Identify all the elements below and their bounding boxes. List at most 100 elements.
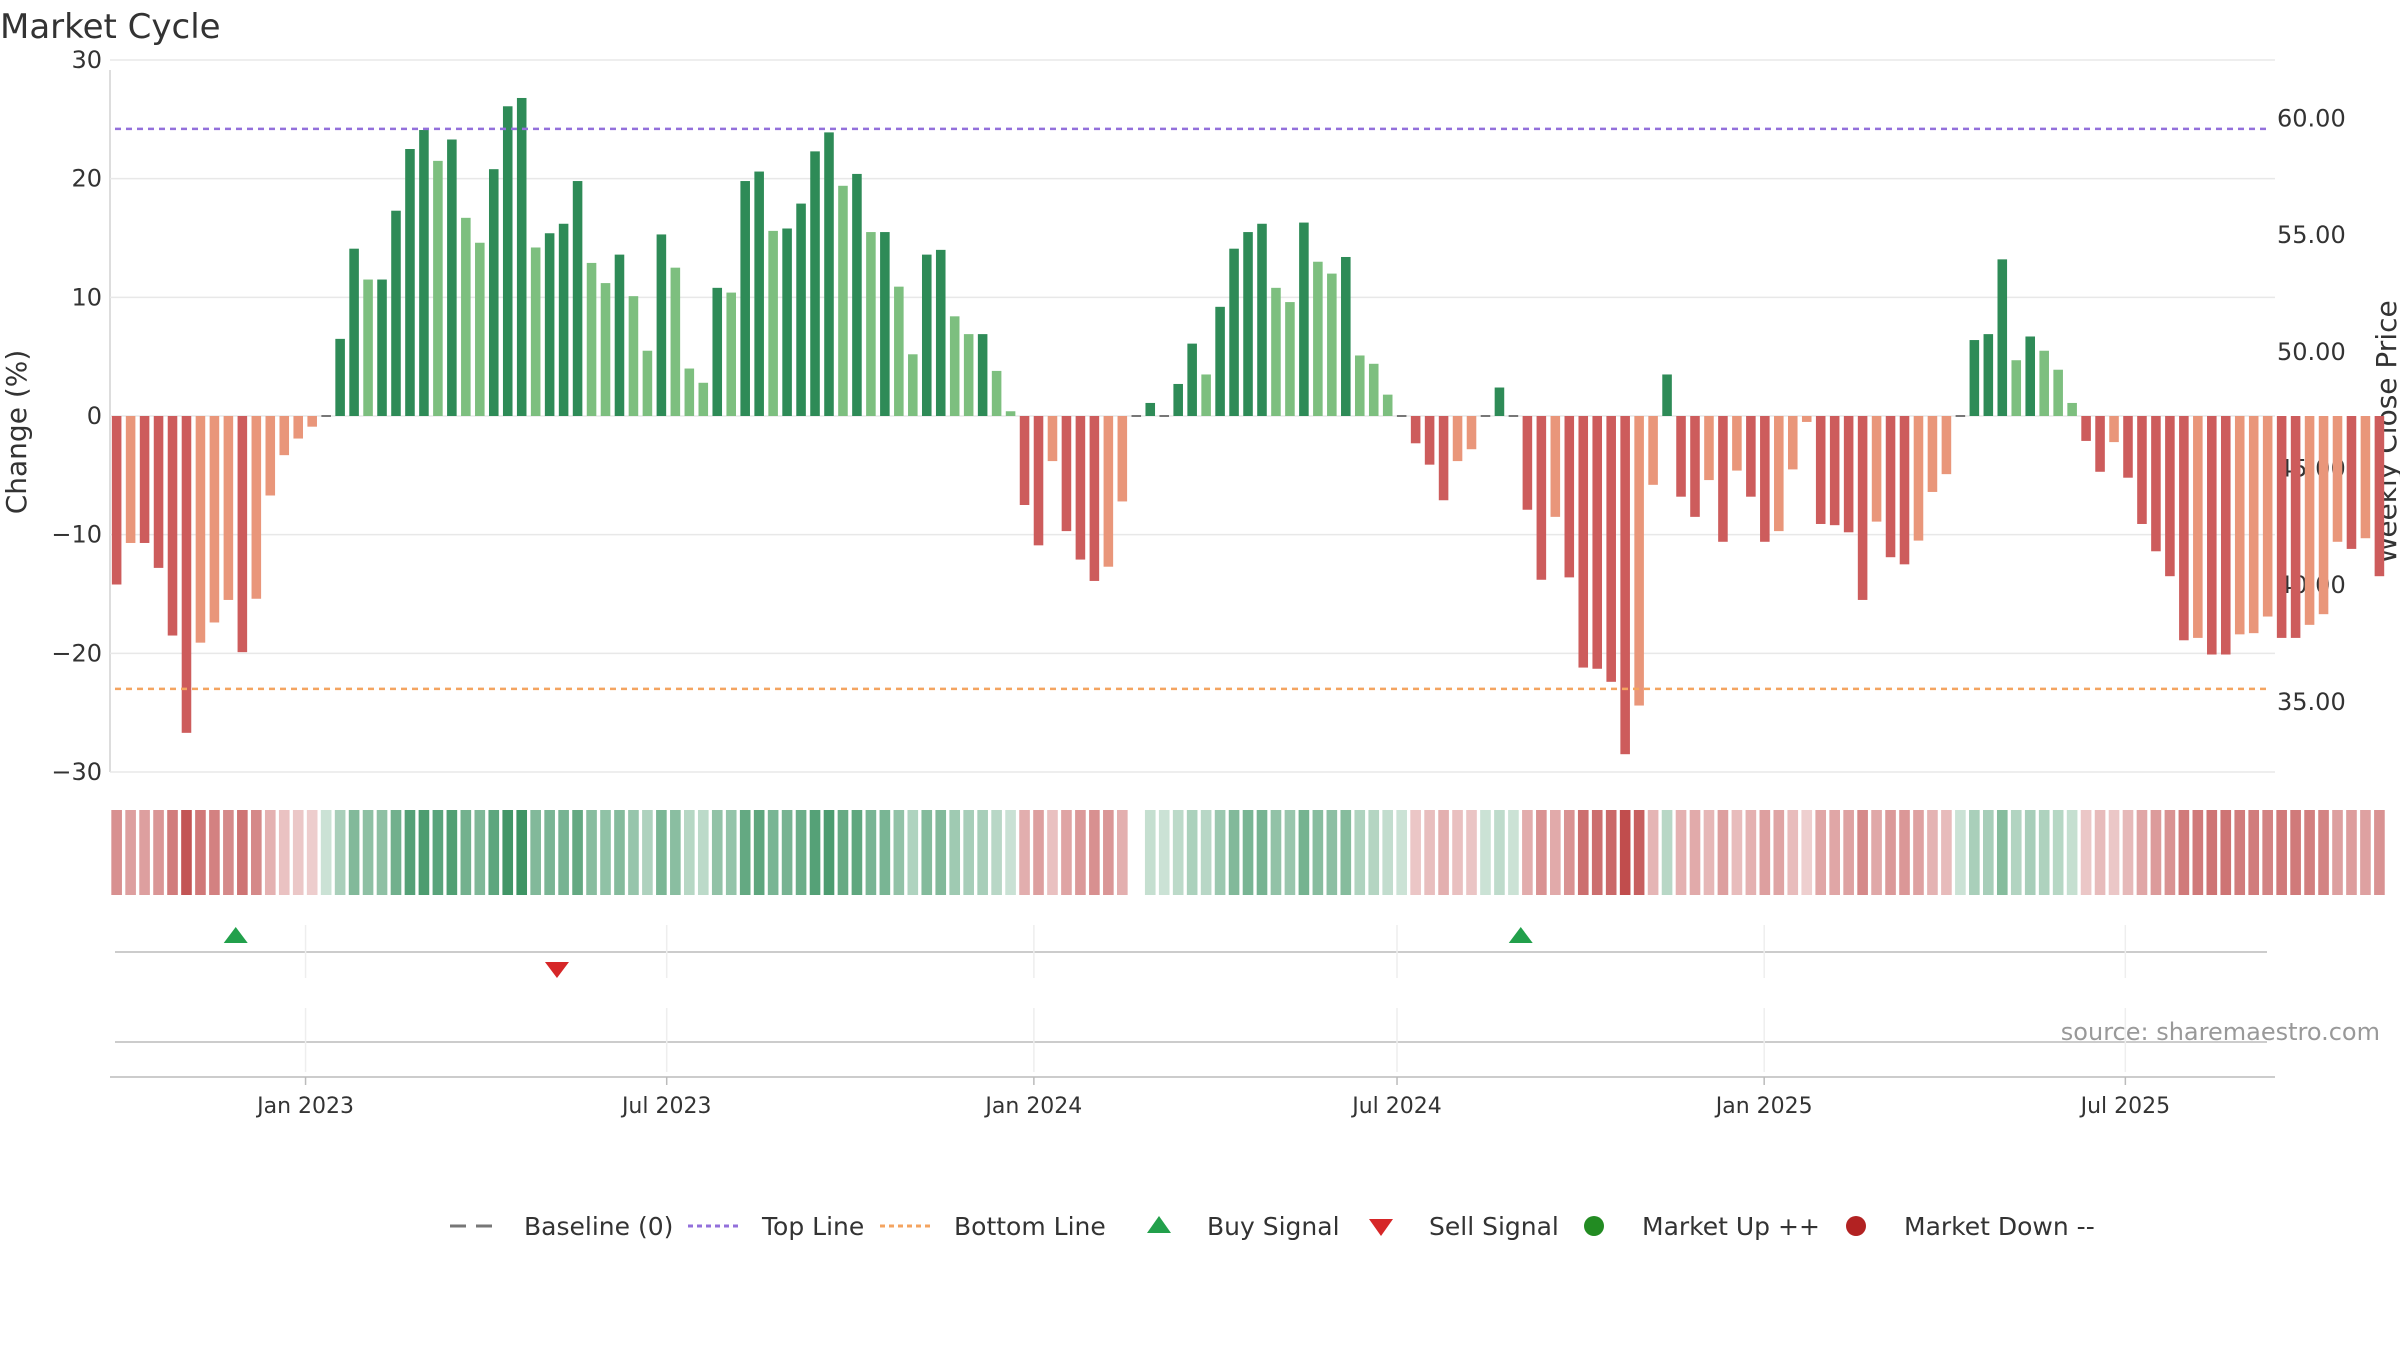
legend-circle-swatch <box>1846 1216 1866 1236</box>
change-bar <box>991 370 1002 416</box>
change-bar <box>1187 343 1197 416</box>
change-bar <box>768 230 778 416</box>
change-bar <box>1466 416 1477 450</box>
cycle-strip-cell <box>1340 810 1352 895</box>
change-bar <box>1662 374 1672 416</box>
cycle-strip-cell <box>1857 810 1868 895</box>
x-tick-label: Jul 2025 <box>2079 1094 2171 1119</box>
cycle-strip-cell <box>1591 810 1603 895</box>
legend-label: Buy Signal <box>1207 1212 1340 1241</box>
change-bar <box>1969 340 1980 416</box>
cycle-strip-cell <box>1661 810 1673 895</box>
change-bar <box>2165 416 2175 577</box>
change-bar <box>1997 259 2008 416</box>
change-bar <box>782 228 792 416</box>
change-bar <box>363 279 373 416</box>
cycle-strip-cell <box>991 810 1002 895</box>
change-bar <box>2262 416 2273 617</box>
change-bar <box>810 151 820 416</box>
cycle-strip-cell <box>1424 810 1435 895</box>
change-bar <box>2053 369 2063 416</box>
legend-label: Baseline (0) <box>524 1212 673 1241</box>
change-bar <box>2095 416 2105 472</box>
change-bar <box>293 416 304 439</box>
cycle-strip-cell <box>2374 810 2385 895</box>
cycle-strip-cell <box>292 810 304 895</box>
cycle-strip-cell <box>362 810 374 895</box>
cycle-strip-cell <box>753 810 765 895</box>
cycle-strip-cell <box>879 810 891 895</box>
change-bar <box>1732 416 1742 471</box>
change-bar <box>1354 355 1365 416</box>
change-bar <box>1606 416 1616 682</box>
change-bar <box>2276 416 2287 638</box>
change-bar <box>1774 416 1784 532</box>
change-bar <box>2039 350 2049 416</box>
cycle-strip-cell <box>2024 810 2036 895</box>
cycle-strip-cell <box>921 810 933 895</box>
change-bar <box>223 416 234 600</box>
cycle-strip-cell <box>572 810 583 895</box>
cycle-strip-cell <box>488 810 500 895</box>
change-bar <box>1089 416 1100 581</box>
change-bar <box>1899 416 1910 565</box>
y-tick-label: −10 <box>51 521 102 549</box>
cycle-strip-cell <box>1354 810 1366 895</box>
cycle-strip-cell <box>865 810 877 895</box>
cycle-strip-cell <box>767 810 779 895</box>
change-bar <box>1103 416 1114 567</box>
cycle-strip-cell <box>1368 810 1380 895</box>
cycle-strip-cell <box>1927 810 1938 895</box>
cycle-strip-cell <box>2234 810 2246 895</box>
change-bar <box>209 416 220 623</box>
cycle-strip-cell <box>2262 810 2273 895</box>
cycle-strip-cell <box>697 810 709 895</box>
change-bar <box>1871 416 1882 522</box>
cycle-strip-cell <box>1996 810 2008 895</box>
cycle-strip-cell <box>1829 810 1840 895</box>
y-tick-label: −30 <box>51 758 102 786</box>
x-tick-label: Jul 2024 <box>1350 1094 1442 1119</box>
cycle-strip-cell <box>1899 810 1910 895</box>
cycle-strip-cell <box>1619 810 1631 895</box>
cycle-strip-cell <box>1633 810 1645 895</box>
cycle-strip-cell <box>2304 810 2315 895</box>
cycle-strip-cell <box>1144 810 1156 895</box>
change-bar <box>1704 416 1714 481</box>
cycle-strip-cell <box>1745 810 1757 895</box>
x-tick-label: Jul 2023 <box>620 1094 712 1119</box>
cycle-strip-cell <box>1577 810 1589 895</box>
cycle-strip-cell <box>1103 810 1114 895</box>
change-bar <box>1452 416 1463 462</box>
cycle-strip-cell <box>1801 810 1813 895</box>
change-bar <box>1941 416 1952 475</box>
change-bar <box>2220 416 2231 655</box>
change-bar <box>1746 416 1756 497</box>
cycle-strip-cell <box>1438 810 1449 895</box>
legend-buy-swatch <box>1147 1216 1171 1233</box>
change-bar <box>852 173 862 416</box>
change-bar <box>726 292 737 416</box>
cycle-strip-cell <box>2052 810 2064 895</box>
change-bar <box>2025 336 2036 416</box>
cycle-strip-cell <box>2122 810 2134 895</box>
change-bar <box>251 416 262 599</box>
change-bar <box>754 171 764 416</box>
cycle-strip-cell <box>795 810 807 895</box>
change-bar <box>2332 416 2343 542</box>
cycle-strip-cell <box>614 810 625 895</box>
cycle-strip-cell <box>1913 810 1924 895</box>
change-bar <box>139 416 150 543</box>
change-bar <box>1438 416 1449 501</box>
cycle-strip-cell <box>153 810 164 895</box>
cycle-strip-cell <box>460 810 472 895</box>
change-bar <box>894 286 904 416</box>
change-bar <box>1578 416 1589 668</box>
cycle-strip-cell <box>2318 810 2329 895</box>
change-bar <box>614 254 625 416</box>
change-bar <box>712 287 723 416</box>
change-bar <box>698 382 709 416</box>
change-bar <box>1801 416 1812 422</box>
change-bar <box>2109 416 2119 443</box>
